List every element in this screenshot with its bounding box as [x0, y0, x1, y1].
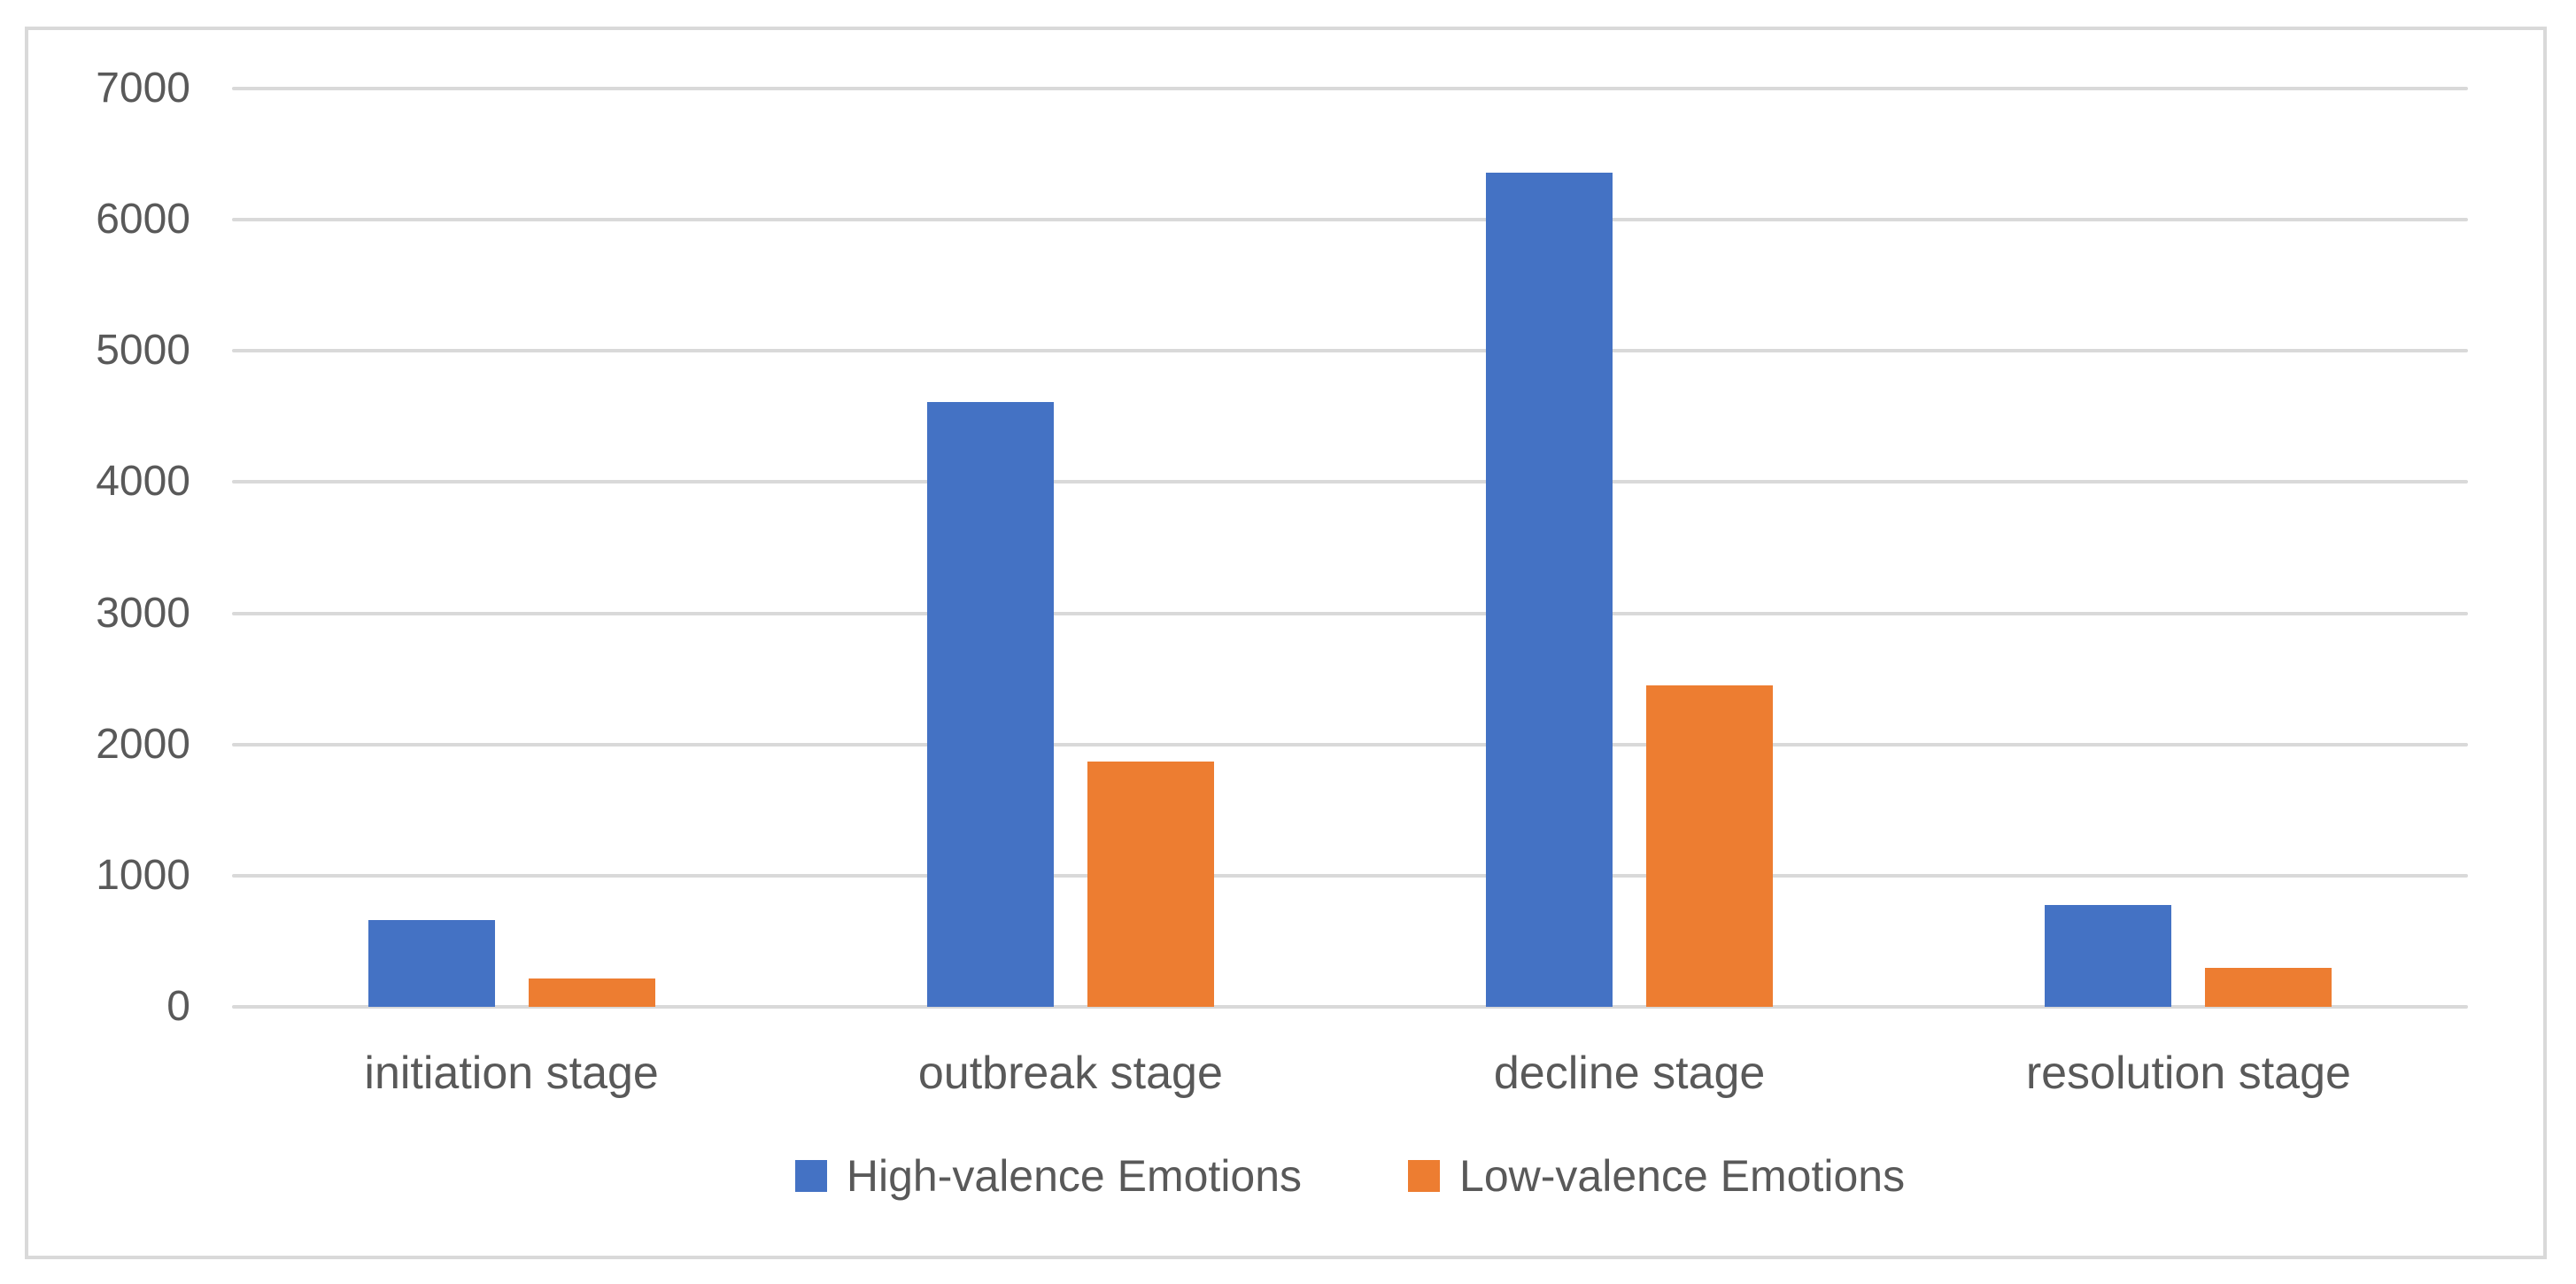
category-label-1: outbreak stage	[917, 1048, 1223, 1099]
gridline-y-7000	[232, 87, 2468, 90]
category-label-2: decline stage	[1493, 1048, 1766, 1099]
bar-low-valence-0	[528, 978, 655, 1007]
legend-swatch-low-valence-icon	[1408, 1160, 1441, 1192]
bar-high-valence-1	[926, 402, 1054, 1007]
y-tick-label-3000: 3000	[96, 589, 190, 637]
y-tick-label-4000: 4000	[96, 458, 190, 506]
category-label-0: initiation stage	[364, 1048, 659, 1099]
gridline-y-1000	[232, 873, 2468, 878]
bar-low-valence-1	[1087, 761, 1214, 1007]
legend: High-valence Emotions Low-valence Emotio…	[232, 1148, 2468, 1204]
legend-label-high-valence: High-valence Emotions	[846, 1151, 1303, 1201]
y-tick-label-7000: 7000	[96, 65, 190, 112]
legend-label-low-valence: Low-valence Emotions	[1459, 1151, 1906, 1201]
bar-high-valence-2	[1486, 172, 1613, 1007]
plot-area	[232, 87, 2468, 1009]
gridline-y-2000	[232, 742, 2468, 746]
chart-frame	[25, 27, 2547, 1259]
bar-high-valence-3	[2045, 905, 2172, 1007]
bar-low-valence-2	[1646, 685, 1774, 1007]
gridline-y-5000	[232, 349, 2468, 353]
y-tick-label-6000: 6000	[96, 196, 190, 244]
y-tick-label-0: 0	[166, 983, 190, 1030]
legend-item-high-valence: High-valence Emotions	[794, 1149, 1303, 1203]
gridline-y-3000	[232, 611, 2468, 615]
y-tick-label-2000: 2000	[96, 720, 190, 768]
category-label-3: resolution stage	[2025, 1048, 2351, 1099]
gridline-y-4000	[232, 480, 2468, 484]
legend-item-low-valence: Low-valence Emotions	[1408, 1149, 1905, 1203]
bar-low-valence-3	[2205, 967, 2332, 1007]
gridline-y-0	[232, 1005, 2468, 1009]
bar-high-valence-0	[367, 920, 495, 1007]
y-tick-label-1000: 1000	[96, 851, 190, 899]
legend-swatch-high-valence-icon	[794, 1160, 827, 1192]
gridline-y-6000	[232, 218, 2468, 222]
y-tick-label-5000: 5000	[96, 327, 190, 375]
